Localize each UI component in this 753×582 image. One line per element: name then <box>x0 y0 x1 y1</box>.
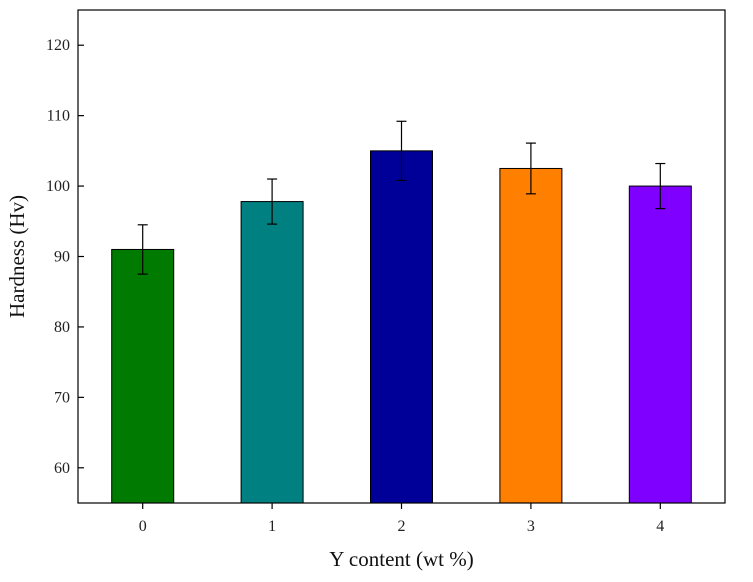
bar-3 <box>499 167 563 504</box>
y-axis-ticks: 60 70 80 90 100 110 120 <box>46 37 84 477</box>
plot-frame <box>77 9 726 504</box>
y-tick-label: 80 <box>54 319 70 336</box>
y-axis-label: Hardness (Hv) <box>5 195 29 318</box>
bar-2 <box>370 150 433 504</box>
x-axis-label: Y content (wt %) <box>329 547 473 571</box>
bar-4 <box>628 185 692 504</box>
y-tick-label: 70 <box>54 389 70 406</box>
error-bar-4 <box>655 162 666 210</box>
y-tick-label: 100 <box>46 178 70 195</box>
error-bar-0 <box>137 224 148 275</box>
x-tick-label: 4 <box>656 518 664 535</box>
bars-group <box>111 150 692 504</box>
y-tick-label: 120 <box>46 37 70 54</box>
x-axis-ticks: 0 1 2 3 4 <box>139 503 664 535</box>
error-bar-3 <box>525 142 536 195</box>
x-tick-label: 3 <box>527 518 535 535</box>
bar-1 <box>240 201 304 504</box>
bar-0 <box>111 248 175 504</box>
y-tick-label: 90 <box>54 249 70 266</box>
y-tick-label: 110 <box>47 108 70 125</box>
y-tick-label: 60 <box>54 460 70 477</box>
error-bar-1 <box>267 178 278 225</box>
x-tick-label: 1 <box>268 518 276 535</box>
x-tick-label: 0 <box>139 518 147 535</box>
error-bars-group <box>137 120 666 275</box>
error-bar-2 <box>396 120 407 182</box>
x-tick-label: 2 <box>398 518 406 535</box>
